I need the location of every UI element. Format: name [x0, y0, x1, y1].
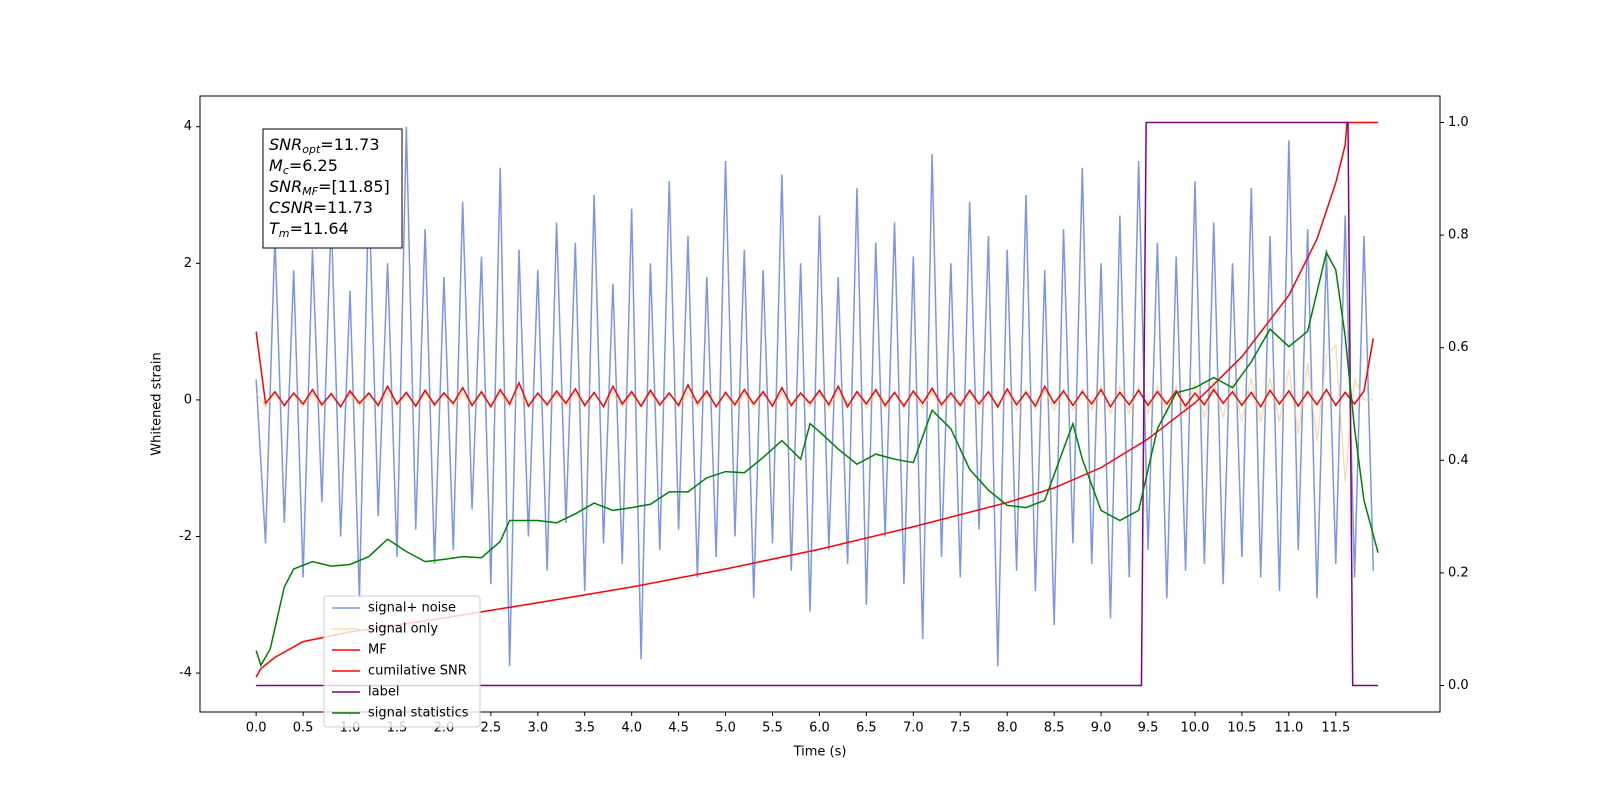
- data-line: [255, 126, 1375, 667]
- annotation-subscript: c: [283, 164, 289, 177]
- x-tick-label: 6.0: [809, 721, 830, 736]
- annotation-symbol: SNR: [269, 135, 302, 154]
- annotation-symbol: CSNR: [269, 198, 314, 217]
- annotation: Mc=6.25: [269, 156, 338, 178]
- legend-label: MF: [368, 643, 387, 658]
- data-line: [256, 121, 1379, 687]
- data-line: [255, 250, 1379, 668]
- y-tick-label: 2: [184, 256, 192, 271]
- y2-tick-label: 0.8: [1448, 228, 1469, 243]
- legend-label: cumilative SNR: [368, 664, 467, 679]
- legend-label: signal only: [368, 622, 438, 637]
- annotation-subscript: opt: [302, 143, 321, 156]
- x-tick-label: 6.5: [856, 721, 877, 736]
- x-tick-label: 2.5: [481, 721, 502, 736]
- legend-label: signal statistics: [368, 706, 469, 721]
- x-tick-label: 7.0: [903, 721, 924, 736]
- y2-tick-label: 0.2: [1448, 565, 1469, 580]
- x-tick-label: 9.5: [1138, 721, 1159, 736]
- x-tick-label: 3.0: [527, 721, 548, 736]
- annotation: Tm=11.64: [269, 219, 349, 241]
- y-tick-label: -2: [179, 529, 192, 544]
- annotation-symbol: M: [269, 156, 283, 175]
- x-axis-label: Time (s): [793, 745, 847, 760]
- annotation-symbol: SNR: [269, 177, 302, 196]
- x-tick-label: 4.0: [621, 721, 642, 736]
- annotation-symbol: T: [269, 219, 280, 238]
- plot-frame: [199, 95, 1441, 713]
- annotation-text: =11.64: [290, 219, 349, 238]
- x-tick-label: 10.0: [1180, 721, 1209, 736]
- annotation: CSNR=11.73: [269, 198, 373, 217]
- x-tick-label: 7.5: [950, 721, 971, 736]
- x-tick-label: 8.0: [997, 721, 1018, 736]
- annotation-subscript: MF: [302, 185, 318, 198]
- y2-tick-label: 0.0: [1448, 678, 1469, 693]
- data-line: [255, 331, 1375, 409]
- x-tick-label: 11.0: [1274, 721, 1303, 736]
- x-tick-label: 4.5: [668, 721, 689, 736]
- y-tick-label: -4: [179, 666, 192, 681]
- y2-tick-label: 0.6: [1448, 340, 1469, 355]
- annotation: SNRopt=11.73: [269, 135, 380, 157]
- annotation-text: =[11.85]: [318, 177, 390, 196]
- annotation-text: =11.73: [320, 135, 379, 154]
- x-tick-label: 5.5: [762, 721, 783, 736]
- y2-tick-label: 1.0: [1448, 115, 1469, 130]
- x-tick-label: 0.5: [293, 721, 314, 736]
- legend-label: signal+ noise: [368, 601, 456, 616]
- x-tick-label: 11.5: [1321, 721, 1350, 736]
- x-tick-label: 9.0: [1091, 721, 1112, 736]
- y-tick-label: 0: [184, 392, 192, 407]
- legend-label: label: [368, 685, 399, 700]
- y-axis-label: Whitened strain: [150, 352, 165, 455]
- annotation-box: [262, 128, 403, 249]
- annotation-text: =11.73: [314, 198, 373, 217]
- x-tick-label: 3.5: [574, 721, 595, 736]
- x-tick-label: 8.5: [1044, 721, 1065, 736]
- y-tick-label: 4: [184, 119, 192, 134]
- y2-tick-label: 0.4: [1448, 453, 1469, 468]
- x-tick-label: 10.5: [1227, 721, 1256, 736]
- x-tick-label: 5.0: [715, 721, 736, 736]
- annotation-subscript: m: [279, 227, 290, 240]
- legend-box: [323, 595, 481, 728]
- annotation: SNRMF=[11.85]: [269, 177, 390, 199]
- annotation-text: =6.25: [289, 156, 338, 175]
- x-tick-label: 0.0: [246, 721, 267, 736]
